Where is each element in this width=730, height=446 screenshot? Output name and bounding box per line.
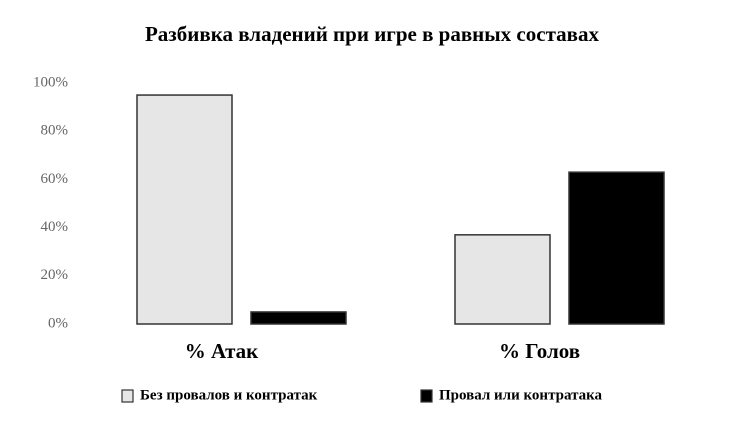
bar <box>568 171 665 325</box>
legend-swatch <box>121 389 134 403</box>
bar <box>454 234 551 325</box>
chart-title: Разбивка владений при игре в равных сост… <box>145 22 600 46</box>
y-tick-label: 100% <box>33 74 68 90</box>
y-tick-label: 20% <box>41 267 69 283</box>
bar <box>250 311 347 325</box>
y-tick-label: 60% <box>41 171 69 187</box>
x-tick-label: % Голов <box>499 339 580 363</box>
x-tick-label: % Атак <box>185 339 259 363</box>
bar <box>136 94 233 325</box>
y-tick-label: 0% <box>48 315 68 331</box>
y-tick-label: 80% <box>41 123 69 139</box>
legend-label: Провал или контратака <box>439 387 603 403</box>
y-tick-label: 40% <box>41 219 69 235</box>
legend-label: Без провалов и контратак <box>140 387 318 403</box>
legend-swatch <box>420 389 433 403</box>
